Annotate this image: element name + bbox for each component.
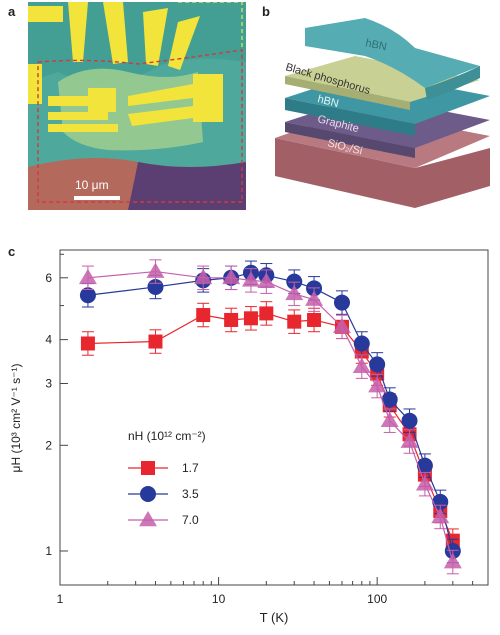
series-line <box>87 312 454 541</box>
legend: nH (10¹² cm⁻²) 1.7 3.5 7.0 <box>128 429 206 527</box>
data-point-triangle <box>305 290 324 306</box>
layer-label-hbn-bottom: hBN <box>316 93 340 110</box>
scale-bar-label: 10 μm <box>75 178 109 192</box>
data-point-circle <box>416 457 433 474</box>
x-tick-label: 10 <box>212 592 226 606</box>
layer-stack-diagram: hBN Black phosphorus hBN Graphite SiO₂/S… <box>255 18 500 218</box>
data-point-circle <box>369 356 386 373</box>
series-3.5 <box>79 260 461 564</box>
data-point-circle <box>432 493 449 510</box>
data-point-triangle <box>443 553 462 569</box>
optical-micrograph: 10 μm <box>28 1 246 210</box>
layer-label-hbn-top: hBN <box>364 37 387 53</box>
legend-label: 1.7 <box>182 461 199 475</box>
y-tick-label: 1 <box>45 544 52 558</box>
data-point-triangle <box>222 268 241 285</box>
data-point-triangle <box>78 268 97 285</box>
series-1.7 <box>80 301 460 553</box>
data-point-square <box>196 308 211 323</box>
data-point-triangle <box>139 511 157 527</box>
panel-label-b: b <box>262 4 270 19</box>
panel-label-c: c <box>8 244 16 259</box>
panel-label-a: a <box>8 4 16 19</box>
series-layer <box>78 259 462 575</box>
data-point-circle <box>79 287 96 304</box>
data-point-triangle <box>241 271 260 287</box>
series-line <box>87 270 454 563</box>
legend-label: 3.5 <box>182 487 199 501</box>
data-point-triangle <box>368 377 387 393</box>
data-point-circle <box>140 486 156 502</box>
micrograph-image <box>28 1 246 210</box>
data-point-triangle <box>146 262 165 278</box>
data-point-circle <box>401 412 418 429</box>
data-point-square <box>141 461 155 475</box>
data-point-triangle <box>380 411 399 428</box>
mobility-chart: 1 10 100 1 2 3 4 6 nH (10¹² cm⁻²) 1.7 3.5 7.0 T (… <box>0 240 500 630</box>
series-7.0 <box>78 259 462 575</box>
x-tick-label: 1 <box>57 592 64 606</box>
data-point-triangle <box>194 268 213 285</box>
data-point-triangle <box>352 357 371 373</box>
x-axis-label: T (K) <box>260 610 289 625</box>
y-axis: 1 2 3 4 6 <box>45 253 68 558</box>
data-point-square <box>243 311 258 326</box>
x-tick-label: 100 <box>367 592 387 606</box>
data-point-triangle <box>285 284 304 301</box>
legend-label: 7.0 <box>182 513 199 527</box>
data-point-triangle <box>257 272 276 288</box>
legend-title: nH (10¹² cm⁻²) <box>128 429 206 443</box>
data-point-triangle <box>400 432 419 448</box>
data-point-triangle <box>332 317 351 334</box>
plot-frame <box>59 249 489 586</box>
series-line <box>87 272 454 552</box>
data-point-square <box>259 306 274 321</box>
layer-hbn-top <box>305 18 480 100</box>
data-point-triangle <box>431 507 450 524</box>
data-point-triangle <box>415 475 434 491</box>
data-point-square <box>307 312 322 327</box>
data-point-circle <box>353 335 370 352</box>
y-tick-label: 6 <box>45 271 52 285</box>
y-tick-label: 4 <box>45 333 52 347</box>
data-point-square <box>287 314 302 329</box>
data-point-square <box>148 334 163 349</box>
y-axis-label: μH (10³ cm² V⁻¹ s⁻¹) <box>9 364 23 473</box>
data-point-square <box>80 336 95 351</box>
data-point-circle <box>381 391 398 408</box>
x-axis: 1 10 100 <box>57 577 489 606</box>
data-point-circle <box>333 294 350 311</box>
data-point-square <box>224 312 239 327</box>
y-tick-label: 2 <box>45 438 52 452</box>
y-tick-label: 3 <box>45 376 52 390</box>
